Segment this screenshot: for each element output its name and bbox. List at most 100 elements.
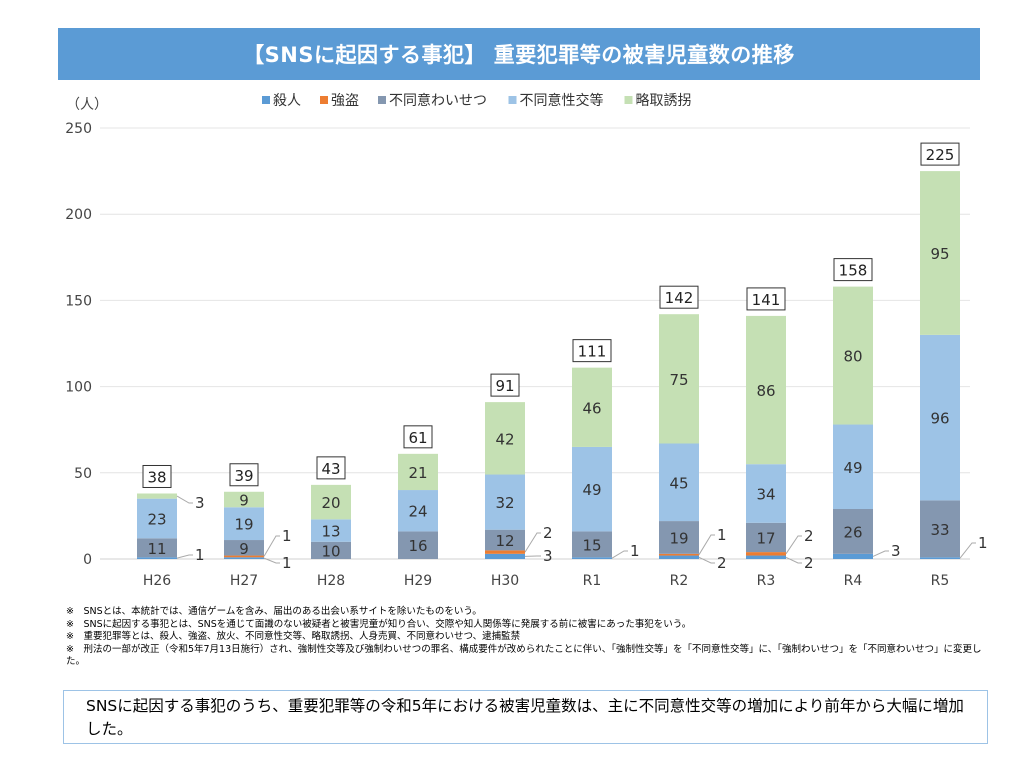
y-tick-label: 200	[65, 207, 92, 223]
total-label: 39	[234, 467, 253, 485]
data-label: 26	[843, 523, 862, 541]
data-label: 12	[495, 532, 514, 550]
x-tick-label: H27	[230, 573, 258, 589]
data-label: 49	[843, 459, 862, 477]
bar-segment	[485, 402, 525, 475]
leader-line	[872, 550, 889, 557]
total-box	[746, 287, 786, 311]
data-label: 80	[843, 348, 862, 366]
data-label: 19	[669, 529, 688, 547]
data-label: 49	[582, 481, 601, 499]
bar-segment	[746, 464, 786, 523]
total-box	[833, 258, 873, 282]
bar-segment	[311, 541, 351, 559]
bar-segment	[572, 557, 612, 559]
data-label: 1	[717, 526, 727, 544]
data-label: 11	[147, 540, 166, 558]
data-label: 1	[282, 527, 292, 545]
data-label: 2	[543, 524, 553, 542]
bar-segment	[833, 509, 873, 554]
data-label: 1	[630, 542, 640, 560]
y-tick-label: 0	[83, 552, 92, 568]
note: ※ 重要犯罪等とは、殺人、強盗、放火、不同意性交等、略取誘拐、人身売買、不同意わ…	[66, 631, 521, 642]
total-box	[920, 142, 960, 166]
bar-segment	[659, 521, 699, 554]
notes: ※ SNSとは、本統計では、通信ゲームを含み、届出のある出会い系サイトを除いたも…	[66, 606, 986, 669]
bar-segment	[224, 557, 264, 559]
total-label: 91	[495, 377, 514, 395]
bar-segment	[746, 315, 786, 465]
data-label: 95	[930, 245, 949, 263]
x-tick-label: H29	[404, 573, 432, 589]
bar-segment	[485, 550, 525, 554]
bar-segment	[224, 540, 264, 556]
data-label: 3	[543, 547, 553, 565]
x-tick-label: H30	[491, 573, 519, 589]
data-label: 23	[147, 510, 166, 528]
data-label: 34	[756, 485, 775, 503]
bar-segment	[746, 555, 786, 559]
legend-label: 略取誘拐	[636, 93, 692, 109]
legend-swatch	[262, 96, 270, 104]
stacked-bar-chart: 0 50 100 150 200 250 （人） 殺人 強盗 不同意わいせつ 不同意性交等 略取誘拐 1…	[65, 92, 988, 589]
x-tick-label: R1	[583, 573, 602, 589]
x-tick-label: R3	[757, 573, 776, 589]
leader-line	[785, 535, 802, 555]
total-box	[490, 373, 520, 397]
data-label: 96	[930, 410, 949, 428]
bar-segment	[920, 500, 960, 558]
legend-swatch	[508, 96, 517, 104]
legend-label: 不同意わいせつ	[389, 92, 487, 109]
data-label: 1	[282, 554, 292, 572]
total-box	[316, 456, 346, 480]
y-tick-label: 250	[65, 121, 92, 137]
legend-label: 不同意性交等	[520, 92, 604, 109]
bar-segment	[746, 522, 786, 553]
y-axis-unit: （人）	[66, 97, 108, 113]
bar-segment	[920, 557, 960, 559]
data-label: 9	[239, 540, 249, 558]
bar-segment	[746, 552, 786, 556]
total-label: 61	[408, 429, 427, 447]
x-tick-label: R4	[844, 573, 863, 589]
bar-segment	[311, 519, 351, 542]
data-label: 17	[756, 529, 775, 547]
total-label: 141	[752, 291, 781, 309]
total-label: 111	[578, 343, 607, 361]
leader-line	[263, 557, 280, 564]
summary-box: SNSに起因する事犯のうち、重要犯罪等の令和5年における被害児童数は、主に不同意…	[63, 690, 988, 744]
note: ※ SNSとは、本統計では、通信ゲームを含み、届出のある出会い系サイトを除いたも…	[66, 606, 482, 617]
data-label: 75	[669, 371, 688, 389]
bar-segment	[398, 531, 438, 559]
data-label: 2	[717, 554, 727, 572]
data-label: 16	[408, 537, 427, 555]
bar-segment	[659, 555, 699, 559]
bar-segment	[659, 553, 699, 556]
bar-segment	[398, 490, 438, 532]
bar-segment	[572, 367, 612, 447]
bar-segment	[659, 314, 699, 444]
note: ※ 刑法の一部が改正（令和5年7月13日施行）され、強制性交等及び強制わいせつの…	[66, 643, 982, 668]
data-label: 2	[804, 527, 814, 545]
data-label: 1	[978, 534, 988, 552]
leader-line	[698, 534, 715, 555]
total-box	[142, 464, 172, 488]
y-tick-label: 100	[65, 380, 92, 396]
bar-segment	[920, 334, 960, 501]
total-box	[403, 425, 433, 449]
x-tick-label: H26	[143, 573, 171, 589]
data-label: 42	[495, 430, 514, 448]
x-tick-label: H28	[317, 573, 345, 589]
data-label: 19	[234, 516, 253, 534]
note: ※ SNSに起因する事犯とは、SNSを通じて面識のない被疑者と被害児童が知り合い…	[66, 618, 692, 630]
data-label: 24	[408, 503, 427, 521]
data-label: 3	[891, 542, 901, 560]
data-label: 1	[195, 546, 205, 564]
bar-segment	[572, 446, 612, 532]
total-box	[659, 285, 699, 309]
x-tick-label: R2	[670, 573, 689, 589]
data-label: 33	[930, 521, 949, 539]
data-label: 21	[408, 464, 427, 482]
data-label: 46	[582, 399, 601, 417]
